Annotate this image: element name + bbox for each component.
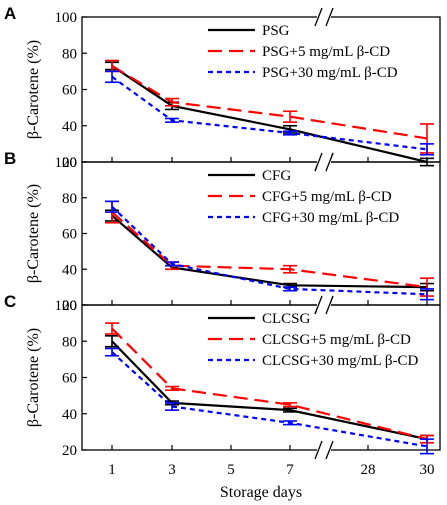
x-tick-label: 1 xyxy=(108,462,116,478)
y-tick-label: 80 xyxy=(62,191,77,207)
axis-break-mark xyxy=(325,440,334,460)
series-line xyxy=(111,351,428,448)
axis-break-mark xyxy=(314,152,323,172)
series-line xyxy=(111,214,428,289)
chart-panel-a: A 20 40 60 80 100 β-Carotene (%) PSG PSG+5 mg/mL… xyxy=(4,4,441,172)
axis-break-mark xyxy=(325,152,334,172)
panel-letter: C xyxy=(4,292,16,311)
axis-break-mark xyxy=(325,295,334,315)
panel-letter: A xyxy=(4,4,16,23)
y-axis-title: β-Carotene (%) xyxy=(25,184,42,283)
x-axis-title: Storage days xyxy=(220,484,302,501)
x-tick-label: 3 xyxy=(168,462,176,478)
series-line xyxy=(111,65,428,164)
x-tick-label: 7 xyxy=(286,462,294,478)
panel-letter: B xyxy=(4,149,16,168)
legend-label: CLCSG+5 mg/mL β-CD xyxy=(262,332,411,348)
series-line xyxy=(111,75,428,151)
y-tick-label: 80 xyxy=(62,334,77,350)
y-tick-label: 60 xyxy=(62,371,77,387)
series-line xyxy=(111,340,428,441)
legend-label: CFG xyxy=(262,168,291,184)
series-line xyxy=(111,205,428,296)
legend-label: CLCSG xyxy=(262,311,311,327)
y-tick-label: 60 xyxy=(62,83,77,99)
axis-break-mark xyxy=(325,7,334,27)
x-tick-label: 28 xyxy=(361,462,376,478)
y-axis-title: β-Carotene (%) xyxy=(25,328,42,427)
y-tick-label: 20 xyxy=(62,155,77,171)
legend-label: PSG+5 mg/mL β-CD xyxy=(262,44,390,60)
legend-label: CFG+30 mg/mL β-CD xyxy=(262,210,399,226)
axis-break-mark xyxy=(314,440,323,460)
y-axis-title: β-Carotene (%) xyxy=(25,40,42,139)
y-tick-label: 100 xyxy=(55,10,78,26)
x-tick-label: 5 xyxy=(227,462,235,478)
legend-label: CFG+5 mg/mL β-CD xyxy=(262,189,392,205)
chart-panel-c: C 20 40 60 80 100 β-Carotene (%) CLCSG CLCSG+5 m… xyxy=(4,292,441,460)
y-tick-label: 40 xyxy=(62,119,77,135)
y-tick-label: 100 xyxy=(55,155,78,171)
series-line xyxy=(111,211,428,289)
y-tick-label: 20 xyxy=(62,443,77,459)
y-tick-label: 40 xyxy=(62,262,77,278)
series-line xyxy=(111,327,428,441)
series-line xyxy=(111,64,428,140)
y-tick-label: 40 xyxy=(62,407,77,423)
chart-panel-b: B 20 40 60 80 100 β-Carotene (%) CFG CFG+5 mg/mL… xyxy=(4,149,441,315)
legend-label: PSG xyxy=(262,23,290,39)
y-tick-label: 100 xyxy=(55,298,78,314)
legend-label: PSG+30 mg/mL β-CD xyxy=(262,65,398,81)
axis-break-mark xyxy=(314,295,323,315)
y-tick-label: 20 xyxy=(62,298,77,314)
plot-frame xyxy=(81,16,441,163)
y-tick-label: 80 xyxy=(62,46,77,62)
x-tick-label: 30 xyxy=(420,462,435,478)
axis-break-mark xyxy=(314,7,323,27)
legend-label: CLCSG+30 mg/mL β-CD xyxy=(262,353,419,369)
y-tick-label: 60 xyxy=(62,227,77,243)
